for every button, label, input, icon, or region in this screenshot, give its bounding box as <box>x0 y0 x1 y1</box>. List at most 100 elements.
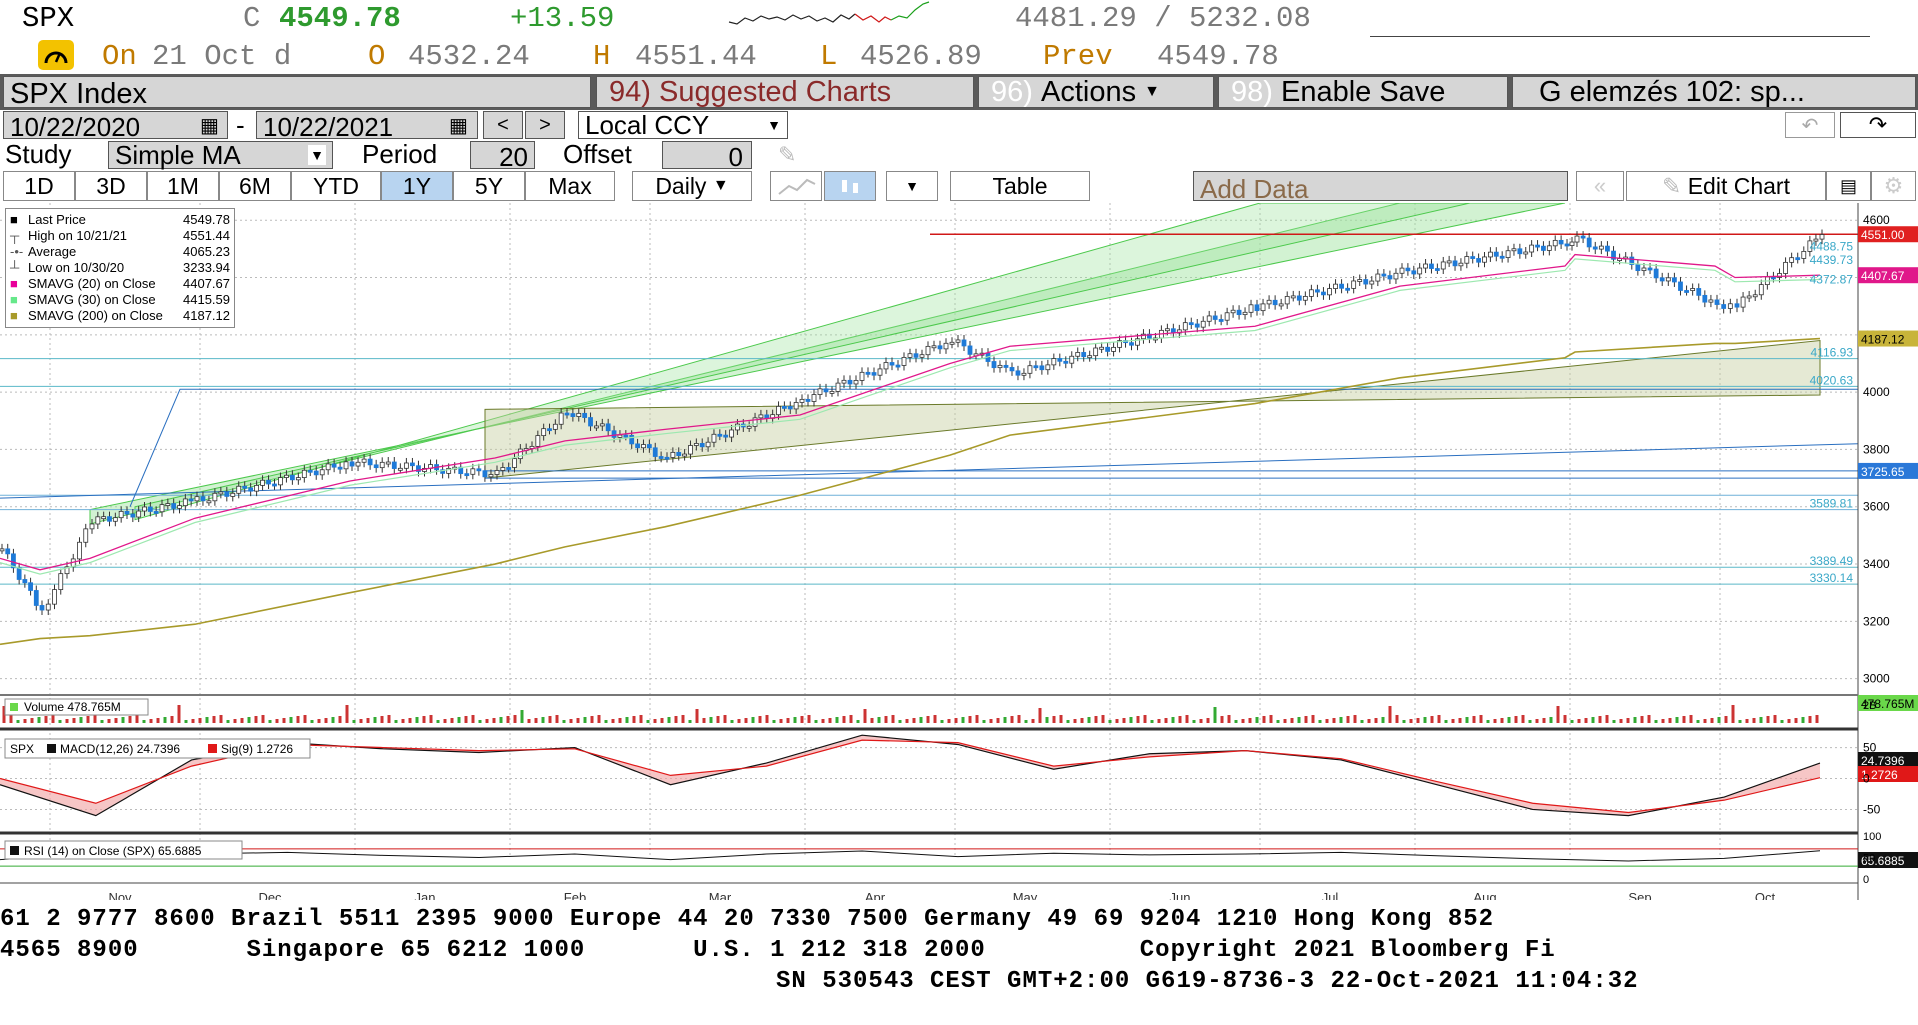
month-label: May <box>1013 890 1038 900</box>
calendar-icon[interactable]: ▦ <box>449 115 468 137</box>
volume-legend-icon <box>10 703 18 711</box>
range-button-1y[interactable]: 1Y <box>381 171 453 201</box>
candle-chart-icon[interactable] <box>824 171 876 201</box>
candle <box>101 516 107 520</box>
redo-icon[interactable]: ↷ <box>1840 112 1916 138</box>
suggested-charts-button[interactable]: 94) Suggested Charts <box>596 76 974 108</box>
gear-icon[interactable]: ⚙ <box>1871 171 1916 201</box>
sma200-line <box>0 337 1821 646</box>
table-button[interactable]: Table <box>950 171 1090 201</box>
candle <box>865 371 871 375</box>
candle <box>535 435 541 447</box>
candle <box>337 466 343 470</box>
candle <box>1598 245 1604 250</box>
frequency-select[interactable]: Daily ▼ <box>632 171 752 201</box>
add-data-field[interactable]: Add Data <box>1193 171 1568 204</box>
candle <box>118 510 124 519</box>
signal-legend-icon <box>208 744 217 753</box>
next-period-button[interactable]: > <box>525 111 565 139</box>
candle <box>1482 256 1487 263</box>
currency-select[interactable]: Local CCY ▼ <box>578 110 788 140</box>
candle <box>1721 304 1727 309</box>
range-button-6m[interactable]: 6M <box>219 171 291 201</box>
legend-swatch-icon: ■ <box>10 308 18 323</box>
price-tick: 4600 <box>1863 213 1890 227</box>
line-chart-icon[interactable] <box>770 171 822 201</box>
value-tag-text: 4407.67 <box>1861 269 1905 283</box>
speedometer-icon[interactable] <box>38 40 74 70</box>
price-chart[interactable]: 4600440042004000380036003400320030004488… <box>0 203 1918 900</box>
candle <box>325 463 331 471</box>
candle <box>52 589 57 605</box>
legend-label: Average <box>28 244 77 259</box>
suggested-label: Suggested Charts <box>658 75 892 108</box>
range-button-ytd[interactable]: YTD <box>291 171 381 201</box>
prev-period-button[interactable]: < <box>483 111 523 139</box>
pencil-icon: ✎ <box>1662 172 1682 199</box>
undo-icon[interactable]: ↶ <box>1785 112 1835 138</box>
candle <box>124 510 130 515</box>
candle <box>699 443 705 448</box>
low-price: 4526.89 <box>860 40 982 73</box>
enable-save-button[interactable]: 98) Enable Save <box>1218 76 1508 108</box>
candle <box>943 342 949 350</box>
chart-settings-icon[interactable]: ▤ <box>1826 171 1871 201</box>
candle <box>1087 355 1093 359</box>
month-label: Feb <box>564 890 586 900</box>
candle <box>847 379 853 385</box>
candle <box>629 434 635 445</box>
candle <box>391 461 397 469</box>
candle <box>1771 276 1776 280</box>
actions-button[interactable]: 96) Actions ▼ <box>978 76 1214 108</box>
candle <box>159 504 165 513</box>
range-button-max[interactable]: Max <box>525 171 615 201</box>
security-field[interactable]: SPX Index <box>3 76 591 109</box>
candle <box>599 423 605 427</box>
calendar-icon[interactable]: ▦ <box>200 115 219 137</box>
candle <box>1381 273 1387 277</box>
legend-label: SMAVG (30) on Close <box>28 292 156 307</box>
offset-input[interactable]: 0 <box>662 141 752 172</box>
collapse-icon[interactable]: « <box>1576 171 1624 201</box>
candle <box>385 461 391 465</box>
edit-chart-button[interactable]: ✎ Edit Chart <box>1626 171 1826 201</box>
candle <box>1440 261 1446 270</box>
target-line <box>129 388 1858 507</box>
candle <box>1819 234 1825 240</box>
range-button-3d[interactable]: 3D <box>75 171 147 201</box>
candle <box>829 391 835 394</box>
chevron-down-icon[interactable]: ▼ <box>886 171 938 201</box>
candle <box>1734 303 1740 308</box>
candle <box>1039 365 1045 371</box>
actions-num: 96) <box>991 75 1033 108</box>
sma20-line <box>0 253 1821 571</box>
candle <box>1327 288 1332 296</box>
rsi-legend-box <box>4 840 243 860</box>
month-label: Aug <box>1473 890 1496 900</box>
candle <box>278 477 283 486</box>
candle <box>1511 248 1517 252</box>
tab-title[interactable]: G elemzés 102: sp... <box>1512 76 1916 108</box>
price-tick: 3800 <box>1863 442 1890 456</box>
candle <box>1117 340 1122 348</box>
end-date-field[interactable]: 10/22/2021 <box>256 111 478 140</box>
candle <box>1015 370 1021 376</box>
symbol: SPX <box>22 2 75 35</box>
range-button-5y[interactable]: 5Y <box>453 171 525 201</box>
value-tag-text: 65.6885 <box>1861 854 1905 868</box>
value-tag <box>1858 766 1918 782</box>
range-button-1d[interactable]: 1D <box>3 171 75 201</box>
candle <box>776 405 781 416</box>
candle <box>1206 315 1212 322</box>
pencil-icon[interactable]: ✎ <box>778 142 797 167</box>
candle <box>1535 244 1540 248</box>
start-date-field[interactable]: 10/22/2020 <box>3 111 228 140</box>
candle <box>482 470 488 478</box>
study-select[interactable]: Simple MA ▼ <box>108 140 333 170</box>
candle <box>1458 262 1464 267</box>
candle <box>883 362 889 370</box>
period-input[interactable]: 20 <box>470 141 535 172</box>
macd-tick: -50 <box>1863 802 1881 816</box>
candle <box>1702 294 1708 303</box>
range-button-1m[interactable]: 1M <box>147 171 219 201</box>
